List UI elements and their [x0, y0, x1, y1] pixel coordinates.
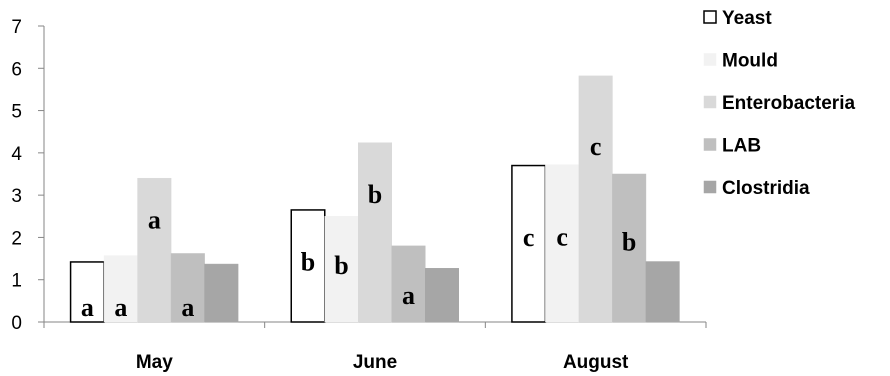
y-tick-label: 4 — [11, 144, 22, 165]
bar-mould-june — [324, 216, 359, 323]
bar-mould-may — [103, 255, 138, 323]
y-tick-label: 2 — [11, 228, 22, 249]
bar-yeast-may — [69, 261, 105, 323]
legend: Yeast Mould Enterobacteria LAB Clostridia — [703, 8, 855, 199]
legend-label-clostridia: Clostridia — [722, 178, 810, 199]
y-tick-label: 7 — [11, 17, 22, 38]
bar-annotation: c — [556, 222, 568, 251]
bar-clostridia-may — [204, 263, 239, 323]
bar-lab-may — [170, 253, 205, 323]
y-tick-label: 5 — [11, 102, 22, 123]
legend-swatch-mould — [703, 53, 717, 66]
bar-annotation: a — [181, 293, 194, 322]
x-category-label: August — [563, 352, 629, 373]
bar-enterobacteria-june — [358, 142, 392, 323]
bar-annotation: c — [590, 132, 602, 161]
y-tick-label: 1 — [11, 271, 22, 292]
bar-annotation: b — [334, 251, 348, 280]
bar-clostridia-august — [645, 261, 680, 323]
bar-yeast-august — [511, 164, 547, 323]
legend-label-lab: LAB — [722, 136, 761, 157]
legend-swatch-yeast — [703, 10, 717, 24]
legend-swatch-enterobacteria — [703, 95, 717, 109]
bar-annotation: b — [301, 247, 315, 276]
legend-label-yeast: Yeast — [722, 8, 772, 29]
legend-label-enterobacteria: Enterobacteria — [722, 93, 855, 114]
bar-annotation: a — [81, 293, 94, 322]
bar-annotation: a — [148, 205, 161, 234]
legend-label-mould: Mould — [722, 51, 778, 72]
bar-clostridia-june — [425, 268, 459, 323]
bar-annotation: c — [523, 223, 535, 252]
bar-annotation: b — [368, 180, 382, 209]
y-tick-label: 6 — [11, 59, 22, 80]
legend-swatch-lab — [703, 138, 717, 151]
x-category-label: May — [136, 352, 173, 373]
bar-enterobacteria-may — [137, 177, 172, 323]
bar-lab-june — [391, 245, 426, 323]
legend-swatch-clostridia — [703, 180, 717, 194]
axes: 0 1 2 3 4 5 6 7 May June August — [11, 17, 707, 373]
bar-annotation: a — [402, 281, 415, 310]
bars — [69, 75, 680, 323]
bar-lab-august — [612, 173, 647, 323]
bar-yeast-june — [290, 209, 326, 323]
bar-annotation: b — [622, 228, 636, 257]
bar-annotation: a — [114, 293, 127, 322]
y-tick-label: 0 — [11, 313, 22, 334]
y-tick-label: 3 — [11, 186, 22, 207]
x-category-label: June — [353, 352, 397, 373]
bar-enterobacteria-august — [578, 75, 613, 323]
